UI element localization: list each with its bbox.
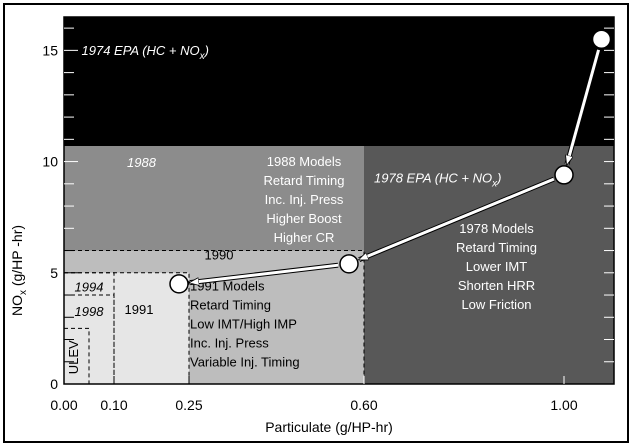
label-subscript: x xyxy=(491,179,498,190)
region-label: 1988 xyxy=(127,155,157,170)
x-tick-label: 0.25 xyxy=(175,397,202,413)
region-label: 1994 xyxy=(75,280,104,295)
region-label: 1990 xyxy=(205,247,234,262)
annotation-line: Inc. Inj. Press xyxy=(265,192,344,207)
x-tick-label: 1.00 xyxy=(550,397,577,413)
data-point xyxy=(591,29,612,49)
label-text-end: ) xyxy=(203,43,209,58)
point-layer xyxy=(169,29,612,294)
y-tick-label: 0 xyxy=(50,376,58,392)
annotation-line: Low Friction xyxy=(461,297,531,312)
tick-layer: 0 5 10 15 0.00 0.10 0.25 0.60 1.00 xyxy=(42,16,615,413)
annotation-line: Retard Timing xyxy=(264,173,345,188)
data-point xyxy=(339,254,359,274)
annotation-line: Higher CR xyxy=(274,230,335,245)
data-point xyxy=(554,165,574,185)
region-label: 1978 EPA (HC + NOx) xyxy=(374,171,501,190)
label-text: 1978 EPA (HC + NO xyxy=(374,171,492,186)
data-point xyxy=(169,274,189,294)
x-tick-label: 0.00 xyxy=(50,397,77,413)
label-text-end: ) xyxy=(495,171,501,186)
region-label: 1974 EPA (HC + NOx) xyxy=(82,43,209,62)
ulev-label: ULEV xyxy=(66,340,81,374)
x-tick-label: 0.60 xyxy=(350,397,377,413)
y-tick-label: 5 xyxy=(50,265,58,281)
label-text: 1994 xyxy=(75,280,104,295)
label-text: 1974 EPA (HC + NO xyxy=(82,43,200,58)
annotation-line: Low IMT/High IMP xyxy=(190,317,297,332)
y-label-sub: x xyxy=(18,290,29,295)
annotation-line: Shorten HRR xyxy=(458,278,535,293)
x-axis-label: Particulate (g/HP-hr) xyxy=(265,419,393,435)
label-text: 1990 xyxy=(205,247,234,262)
y-axis-label: NOx (g/HP -hr) xyxy=(9,225,29,316)
annotation-line: Higher Boost xyxy=(266,211,342,226)
annotation-line: Retard Timing xyxy=(456,240,537,255)
label-text: 1991 xyxy=(125,302,154,317)
region-4 xyxy=(64,272,189,384)
arrow xyxy=(190,263,339,282)
label-text: 1988 xyxy=(127,155,157,170)
annotation-line: Variable Inj. Timing xyxy=(190,355,300,370)
annotation-line: Retard Timing xyxy=(190,298,271,313)
annotation-line: 1978 Models xyxy=(459,221,534,236)
y-tick-label: 10 xyxy=(42,154,58,170)
region-label: 1998 xyxy=(75,304,105,319)
arrow-layer xyxy=(190,49,601,283)
y-tick-label: 15 xyxy=(42,42,58,58)
x-tick-label: 0.10 xyxy=(100,397,127,413)
plot-border xyxy=(63,16,615,385)
axis-labels: Particulate (g/HP-hr) NOx (g/HP -hr) xyxy=(9,225,393,435)
region-label: 1991 xyxy=(125,302,154,317)
annotation-line: Lower IMT xyxy=(466,259,527,274)
annotation-line: 1988 Models xyxy=(267,154,342,169)
arrow xyxy=(359,177,555,262)
arrow xyxy=(567,49,601,164)
label-text: 1998 xyxy=(75,304,105,319)
y-label-main: NO xyxy=(9,295,25,316)
y-label-tail: (g/HP -hr) xyxy=(9,225,25,290)
annotation-line: Inc. Inj. Press xyxy=(190,336,269,351)
label-subscript: x xyxy=(199,51,206,62)
